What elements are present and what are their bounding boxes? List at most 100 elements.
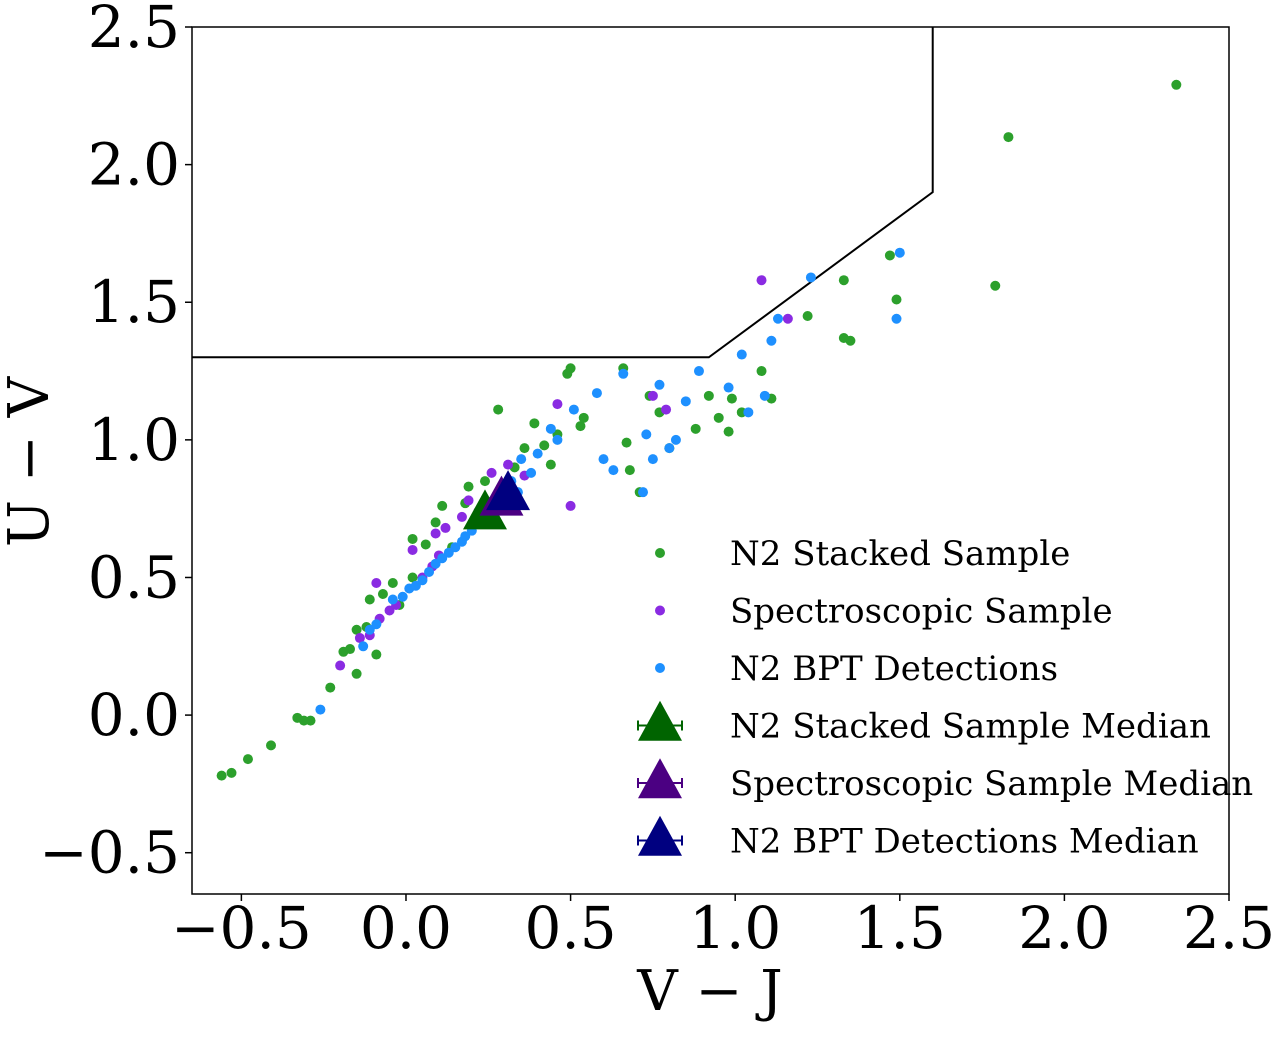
n2-stacked-sample-point <box>407 572 418 583</box>
n2-bpt-detections-point <box>772 313 783 324</box>
legend-marker-spectroscopic-sample <box>655 605 665 616</box>
y-tick-label: 0.0 <box>88 681 180 749</box>
n2-stacked-sample-point <box>802 311 813 321</box>
plot-frame <box>191 26 1230 895</box>
legend-label-n2-stacked-sample: N2 Stacked Sample <box>730 534 1070 574</box>
y-tick-label: 2.5 <box>88 0 180 61</box>
n2-bpt-detections-point <box>598 454 609 465</box>
spectroscopic-sample-point <box>371 577 382 588</box>
y-tick-label: 0.5 <box>88 543 180 611</box>
n2-stacked-sample-point <box>371 649 382 660</box>
n2-bpt-detections-point <box>743 407 754 418</box>
n2-bpt-detections-median-marker <box>486 470 531 511</box>
x-tick-label: 1.0 <box>689 894 781 962</box>
spectroscopic-sample-point <box>430 528 441 539</box>
n2-stacked-sample-point <box>242 754 253 765</box>
n2-stacked-sample-point <box>377 588 388 599</box>
n2-bpt-detections-point <box>638 487 649 498</box>
n2-stacked-sample-point <box>529 418 540 429</box>
x-tick-label: 2.5 <box>1183 894 1275 962</box>
n2-stacked-sample-point <box>437 500 448 511</box>
n2-bpt-detections-point <box>526 467 537 478</box>
n2-stacked-sample-point <box>723 426 734 437</box>
legend-marker-n2-stacked-sample <box>655 548 665 558</box>
n2-stacked-sample-point <box>420 539 431 550</box>
legend: N2 Stacked Sample Spectroscopic Sample N2 … <box>637 534 1253 862</box>
spectroscopic-sample-point <box>486 467 497 478</box>
n2-bpt-detections-point <box>552 434 563 445</box>
n2-stacked-sample-point <box>565 363 576 374</box>
legend-label-n2-bpt-detections-median: N2 BPT Detections Median <box>730 822 1199 862</box>
n2-stacked-sample-point <box>1171 79 1182 90</box>
n2-bpt-detections-point <box>641 429 652 440</box>
spectroscopic-sample-point <box>565 500 576 511</box>
legend-marker-n2-bpt-detections-median <box>638 815 682 856</box>
n2-stacked-sample-point <box>545 459 556 470</box>
x-tick-label: 2.0 <box>1018 894 1110 962</box>
n2-stacked-sample-point <box>621 437 632 448</box>
n2-bpt-detections-point <box>397 591 408 602</box>
n2-stacked-sample-point <box>539 440 550 451</box>
n2-bpt-detections-point <box>618 368 629 379</box>
spectroscopic-sample-point <box>456 511 467 522</box>
n2-stacked-sample-point <box>351 668 362 679</box>
plot-area <box>192 27 1229 894</box>
spectroscopic-sample-point <box>782 313 793 324</box>
spectroscopic-sample-point <box>463 495 474 506</box>
n2-stacked-sample-point <box>479 476 490 487</box>
n2-bpt-detections-point <box>670 434 681 445</box>
n2-bpt-detections-point <box>608 465 619 476</box>
n2-stacked-sample-point <box>407 533 418 544</box>
y-tick-label: −0.5 <box>39 819 180 887</box>
n2-stacked-sample-point <box>266 740 277 751</box>
spectroscopic-sample-point <box>335 660 346 671</box>
x-axis-label: V − J <box>636 959 782 1024</box>
spectroscopic-sample-point <box>756 275 767 286</box>
n2-bpt-detections-point <box>430 558 441 569</box>
n2-stacked-sample-point <box>891 294 902 305</box>
legend-label-n2-bpt-detections: N2 BPT Detections <box>730 649 1058 689</box>
n2-bpt-detections-point <box>437 553 448 564</box>
legend-label-spectroscopic-sample-median: Spectroscopic Sample Median <box>730 764 1253 804</box>
n2-stacked-sample-point <box>364 594 375 605</box>
n2-bpt-detections-point <box>460 531 471 542</box>
spectroscopic-sample-point <box>552 399 563 410</box>
n2-bpt-detections-point <box>387 594 398 605</box>
spectroscopic-sample-point <box>407 544 418 555</box>
n2-bpt-detections-point <box>371 619 382 630</box>
n2-bpt-detections-point <box>759 390 770 401</box>
legend-label-n2-stacked-sample-median: N2 Stacked Sample Median <box>730 707 1211 747</box>
n2-bpt-detections-point <box>358 641 369 652</box>
x-tick-label: 1.5 <box>854 894 946 962</box>
legend-marker-spectroscopic-sample-median <box>638 758 682 799</box>
n2-bpt-detections-point <box>647 454 658 465</box>
n2-stacked-sample-point <box>990 280 1001 291</box>
n2-bpt-detections-point <box>591 388 602 399</box>
n2-stacked-sample-point <box>703 390 714 401</box>
n2-stacked-sample-point <box>387 577 398 588</box>
n2-bpt-detections-point <box>766 335 777 346</box>
n2-stacked-sample-point <box>430 517 441 528</box>
n2-stacked-sample-point <box>575 421 586 432</box>
n2-stacked-sample-point <box>493 404 504 415</box>
spectroscopic-sample-point <box>647 390 658 401</box>
n2-stacked-sample-point <box>624 465 635 476</box>
n2-stacked-sample-point <box>578 412 589 423</box>
y-axis-label: U − V <box>0 375 62 547</box>
n2-stacked-sample-point <box>345 644 356 655</box>
spectroscopic-sample-point <box>354 633 365 644</box>
n2-stacked-sample-point <box>756 366 767 377</box>
boundary-line <box>192 27 934 359</box>
n2-stacked-sample-point <box>690 423 701 434</box>
spectroscopic-sample-point <box>503 459 514 470</box>
n2-bpt-detections-point <box>450 542 461 553</box>
n2-bpt-detections-point <box>680 396 691 407</box>
n2-bpt-detections-point <box>410 580 421 591</box>
spectroscopic-sample-point <box>384 605 395 616</box>
n2-stacked-sample-point <box>713 412 724 423</box>
n2-stacked-sample-point <box>1003 132 1014 143</box>
n2-stacked-sample-point <box>838 275 849 286</box>
n2-stacked-sample-point <box>845 335 856 346</box>
n2-bpt-detections-point <box>891 313 902 324</box>
n2-bpt-detections-point <box>664 443 675 454</box>
